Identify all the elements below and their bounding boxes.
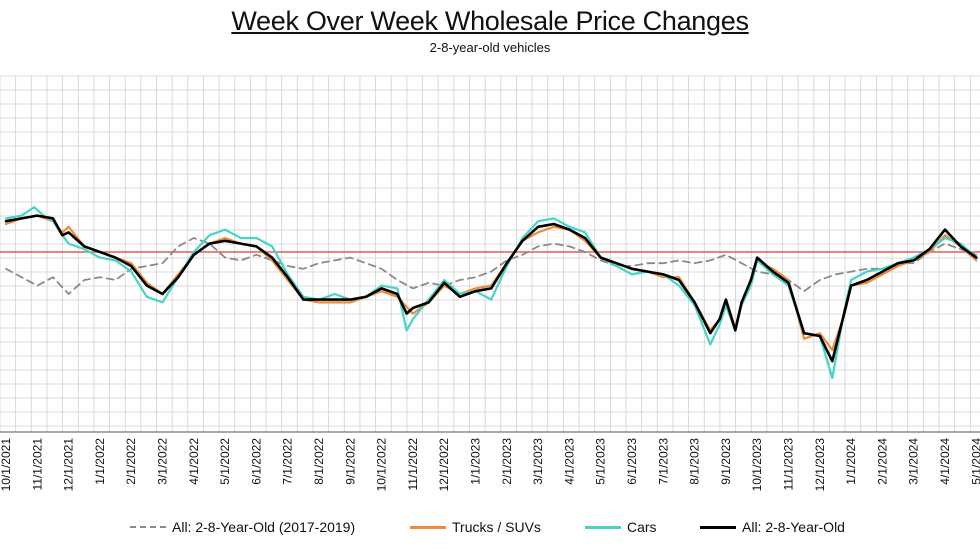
x-tick-label: 11/1/2023 [782, 438, 796, 491]
x-tick-label: 9/1/2022 [343, 438, 357, 485]
legend-item-all-2017-2019: All: 2-8-Year-Old (2017-2019) [130, 519, 355, 535]
chart-title: Week Over Week Wholesale Price Changes [231, 6, 749, 36]
series-line-all-2-8-year-old [4, 214, 978, 363]
x-tick-label: 2/1/2022 [124, 438, 138, 485]
grid [0, 75, 980, 433]
legend-swatch-orange [410, 525, 446, 529]
x-tick-label: 1/1/2023 [469, 438, 483, 485]
series-group [4, 206, 978, 380]
legend-label: All: 2-8-Year-Old [742, 519, 845, 535]
legend-swatch-teal [585, 525, 621, 529]
x-tick-label: 8/1/2022 [312, 438, 326, 485]
x-tick-label: 1/1/2022 [93, 438, 107, 485]
x-tick-label: 4/1/2023 [562, 438, 576, 485]
x-tick-label: 10/1/2022 [375, 438, 389, 492]
x-tick-label: 5/1/2024 [969, 438, 980, 485]
x-tick-label: 4/1/2022 [187, 438, 201, 485]
x-tick-label: 2/1/2023 [500, 438, 514, 485]
x-tick-label: 6/1/2022 [249, 438, 263, 485]
legend-item-trucks-suvs: Trucks / SUVs [410, 519, 541, 535]
x-tick-label: 9/1/2023 [719, 438, 733, 485]
x-tick-label: 7/1/2022 [281, 438, 295, 485]
x-tick-label: 8/1/2023 [688, 438, 702, 485]
legend-label: Cars [627, 519, 657, 535]
x-tick-label: 4/1/2024 [938, 438, 952, 485]
x-tick-label: 2/1/2024 [875, 438, 889, 485]
series-line-cars [4, 206, 978, 380]
x-tick-label: 10/1/2023 [750, 438, 764, 492]
x-tick-label: 10/1/2021 [0, 438, 13, 492]
legend-label: All: 2-8-Year-Old (2017-2019) [172, 519, 356, 535]
legend-item-cars: Cars [585, 519, 657, 535]
series-line-trucks-suvs [4, 214, 978, 352]
legend: All: 2-8-Year-Old (2017-2019) Trucks / S… [0, 519, 980, 545]
x-tick-label: 5/1/2023 [594, 438, 608, 485]
x-tick-label: 3/1/2022 [156, 438, 170, 485]
x-tick-label: 1/1/2024 [844, 438, 858, 485]
legend-swatch-black [700, 525, 736, 529]
x-tick-label: 12/1/2022 [437, 438, 451, 492]
x-axis-tick-labels: 10/1/2021 11/1/2021 12/1/2021 1/1/2022 2/1/2… [0, 438, 980, 492]
x-tick-label: 11/1/2021 [30, 438, 44, 491]
x-tick-label: 5/1/2022 [218, 438, 232, 485]
x-tick-label: 3/1/2024 [907, 438, 921, 485]
legend-label: Trucks / SUVs [452, 519, 541, 535]
chart-subtitle: 2-8-year-old vehicles [429, 40, 551, 55]
x-tick-label: 3/1/2023 [531, 438, 545, 485]
legend-swatch-dashed [130, 526, 166, 528]
legend-item-all-2-8-year-old: All: 2-8-Year-Old [700, 519, 845, 535]
x-tick-label: 12/1/2021 [62, 438, 76, 492]
x-tick-label: 6/1/2023 [625, 438, 639, 485]
x-tick-label: 12/1/2023 [813, 438, 827, 492]
series-line-all-2-8-year-old-2017-2019 [5, 237, 978, 295]
x-tick-label: 11/1/2022 [406, 438, 420, 491]
x-tick-label: 7/1/2023 [656, 438, 670, 485]
